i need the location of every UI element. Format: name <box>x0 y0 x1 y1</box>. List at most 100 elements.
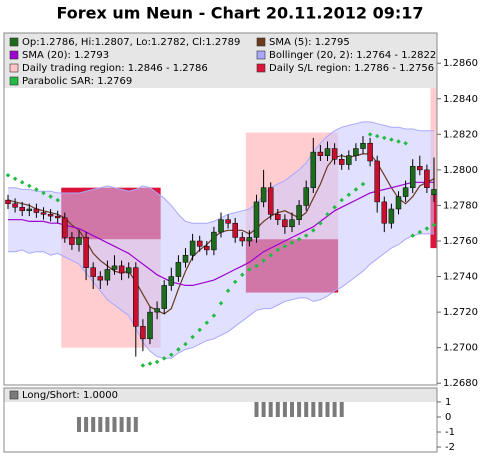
legend-band <box>4 33 437 88</box>
bar <box>98 416 103 433</box>
legend-label: SMA (20): 1.2793 <box>22 50 109 61</box>
sar-dot <box>240 272 245 278</box>
y-tick-label: 1.2700 <box>443 343 478 354</box>
legend-label: Bollinger (20, 2): 1.2764 - 1.2822 <box>269 50 436 61</box>
y-tick-label: 1.2840 <box>443 94 478 105</box>
candle-body <box>296 205 302 220</box>
y-tick-label: 1.2680 <box>443 378 478 389</box>
candle-body <box>402 187 409 197</box>
plot-border <box>3 387 438 453</box>
candle-body <box>246 237 253 242</box>
candle-body <box>211 231 217 251</box>
bar <box>105 416 110 433</box>
legend-swatch <box>9 390 19 400</box>
legend-swatch <box>256 50 266 60</box>
legend-swatch <box>9 37 19 47</box>
candle-body <box>76 237 82 245</box>
candle-body <box>267 187 274 215</box>
bar <box>84 416 89 433</box>
candle-body <box>133 267 139 327</box>
y-tick-label: 1.2820 <box>443 129 478 140</box>
y-tick-label: 1 <box>445 397 451 408</box>
y-tick-label: -2 <box>445 442 455 453</box>
panel-title: Long/Short: 1.0000 <box>22 390 118 401</box>
candle-body <box>69 237 75 245</box>
bar <box>133 416 138 433</box>
bollinger-lower <box>8 233 434 359</box>
legend-label: Daily S/L region: 1.2786 - 1.2756 <box>269 63 434 74</box>
candle-body <box>353 148 359 156</box>
candle-body <box>239 237 246 242</box>
y-tick-label: 0 <box>445 412 451 423</box>
candle-body <box>19 206 25 212</box>
bar <box>268 401 273 417</box>
y-tick-label: 1.2780 <box>443 200 478 211</box>
candle-body <box>125 267 132 274</box>
candle-body <box>154 308 160 313</box>
sar-dot <box>367 132 373 137</box>
bar <box>275 401 280 417</box>
sar-dot <box>225 288 231 294</box>
candle-body <box>360 142 366 149</box>
bar <box>290 401 294 417</box>
candle-body <box>83 237 89 268</box>
candle-body <box>381 201 388 224</box>
bar <box>297 401 302 417</box>
candle-body <box>374 160 380 203</box>
bar <box>91 416 96 433</box>
sar-dot <box>261 258 266 263</box>
candle-body <box>204 246 210 251</box>
sar-dot <box>204 320 210 326</box>
bar <box>126 416 131 433</box>
candle-body <box>90 267 96 277</box>
bar <box>254 401 259 417</box>
bar <box>261 401 266 417</box>
sar-dot <box>218 300 224 306</box>
sar-dot <box>353 187 359 192</box>
candle-body <box>40 212 47 215</box>
candle-body <box>196 240 203 247</box>
legend-swatch <box>256 37 266 47</box>
bollinger-band <box>8 121 434 359</box>
y-tick-label: 1.2860 <box>443 58 478 69</box>
candle-body <box>346 155 352 165</box>
candle-body <box>218 219 224 233</box>
candle-body <box>303 187 309 206</box>
candle-body <box>175 262 182 277</box>
candle-body <box>189 240 196 256</box>
candle-body <box>431 189 437 196</box>
legend-swatch <box>256 63 266 73</box>
sar-dot <box>147 361 153 366</box>
sar-dot <box>396 139 401 144</box>
candle-body <box>54 215 61 219</box>
bar <box>339 401 344 417</box>
legend-swatch <box>9 63 19 73</box>
bar <box>304 401 309 417</box>
candle-body <box>118 265 125 274</box>
legend-swatch <box>9 50 19 60</box>
candle-body <box>417 166 423 171</box>
chart-title: Forex um Neun - Chart 20.11.2012 09:17 <box>56 4 423 23</box>
y-tick-label: 1.2720 <box>443 307 478 318</box>
candle-body <box>161 285 167 309</box>
candle-body <box>338 158 345 165</box>
y-tick-label: -1 <box>445 427 455 438</box>
y-tick-label: 1.2740 <box>443 272 478 283</box>
candle-body <box>388 208 395 224</box>
candle-body <box>253 201 260 238</box>
bar <box>325 401 330 417</box>
candle-body <box>409 166 416 188</box>
bar <box>77 416 81 433</box>
candle-body <box>26 208 33 212</box>
legend-swatch <box>9 76 19 86</box>
sma-line <box>8 181 434 286</box>
bar <box>282 401 287 417</box>
sar-dot <box>12 176 18 182</box>
sar-dot <box>19 180 25 185</box>
sar-dot <box>183 341 188 347</box>
sar-dot <box>382 135 387 141</box>
sar-dot <box>325 212 330 217</box>
legend-label: Op:1.2786, Hi:1.2807, Lo:1.2782, Cl:1.27… <box>22 37 240 48</box>
sar-dot <box>282 244 288 249</box>
